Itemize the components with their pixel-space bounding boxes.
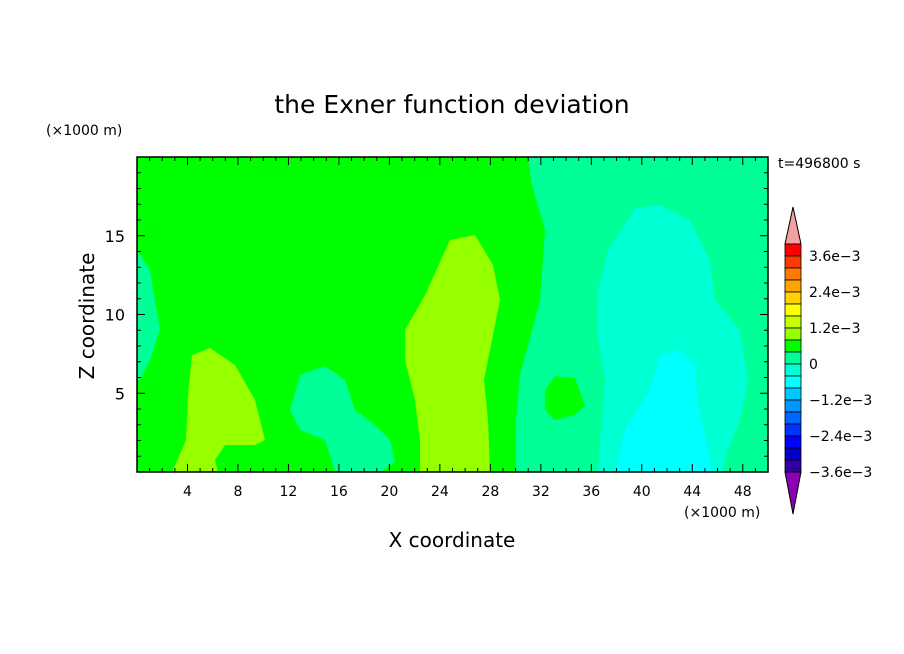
colorbar-labels: 3.6e−3 2.4e−3 1.2e−3 0 −1.2e−3 −2.4e−3 −3.6e−3: [809, 249, 872, 481]
y-tick-label: 15: [105, 227, 125, 246]
x-tick-label: 20: [380, 484, 398, 500]
positive-region-left: [172, 348, 265, 472]
chart-title: the Exner function deviation: [274, 90, 629, 119]
x-tick-label: 44: [683, 484, 701, 500]
y-tick-label: 10: [105, 306, 125, 325]
colorbar-label: 2.4e−3: [809, 285, 861, 301]
x-tick-label: 36: [582, 484, 600, 500]
colorbar-segment: [784, 267, 802, 281]
y-unit-label: (×1000 m): [46, 123, 122, 139]
colorbar-segment: [784, 411, 802, 425]
colorbar-segment: [784, 327, 802, 341]
colorbar-over-arrow: [784, 206, 802, 245]
y-axis-label: Z coordinate: [75, 253, 99, 380]
colorbar-label: −1.2e−3: [809, 393, 872, 409]
tick-marks: [137, 157, 768, 472]
contour-regions: [137, 157, 768, 472]
positive-region-center: [405, 235, 500, 472]
moderate-negative-region: [598, 205, 748, 472]
colorbar-label: −2.4e−3: [809, 429, 872, 445]
x-axis-label: X coordinate: [389, 528, 516, 552]
negative-region-left-edge: [137, 250, 160, 380]
colorbar-segment: [784, 339, 802, 353]
colorbar-segment: [784, 459, 802, 473]
y-tick-label: 5: [115, 384, 125, 403]
y-tick-labels: 5 10 15: [105, 227, 125, 404]
x-unit-label: (×1000 m): [684, 505, 760, 521]
x-tick-label: 4: [183, 484, 192, 500]
x-tick-label: 32: [532, 484, 550, 500]
colorbar-segment: [784, 447, 802, 461]
colorbar-segment: [784, 375, 802, 389]
colorbar-label: 0: [809, 357, 818, 373]
colorbar-segment: [784, 387, 802, 401]
x-tick-label: 24: [431, 484, 449, 500]
strong-negative-region: [615, 350, 712, 472]
colorbar: 3.6e−3 2.4e−3 1.2e−3 0 −1.2e−3 −2.4e−3 −3.6e−3: [784, 206, 872, 515]
x-tick-label: 8: [233, 484, 242, 500]
x-tick-label: 16: [330, 484, 348, 500]
x-tick-label: 40: [633, 484, 651, 500]
colorbar-label: 1.2e−3: [809, 321, 861, 337]
colorbar-segment: [784, 363, 802, 377]
x-tick-label: 12: [280, 484, 298, 500]
colorbar-segment: [784, 351, 802, 365]
colorbar-segment: [784, 243, 802, 257]
x-tick-label: 28: [481, 484, 499, 500]
x-tick-labels: 4 8 12 16 20 24 28 32 36 40 44 48: [183, 484, 752, 500]
colorbar-label: −3.6e−3: [809, 465, 872, 481]
colorbar-segments: [784, 243, 802, 473]
colorbar-segment: [784, 303, 802, 317]
colorbar-segment: [784, 255, 802, 269]
negative-region-left-bump: [290, 366, 395, 472]
colorbar-segment: [784, 315, 802, 329]
colorbar-label: 3.6e−3: [809, 249, 861, 265]
colorbar-segment: [784, 399, 802, 413]
colorbar-segment: [784, 423, 802, 437]
colorbar-segment: [784, 291, 802, 305]
colorbar-segment: [784, 435, 802, 449]
colorbar-segment: [784, 279, 802, 293]
x-tick-label: 48: [734, 484, 752, 500]
small-negative-blob: [545, 376, 585, 420]
colorbar-under-arrow: [784, 471, 802, 515]
time-label: t=496800 s: [778, 156, 860, 172]
